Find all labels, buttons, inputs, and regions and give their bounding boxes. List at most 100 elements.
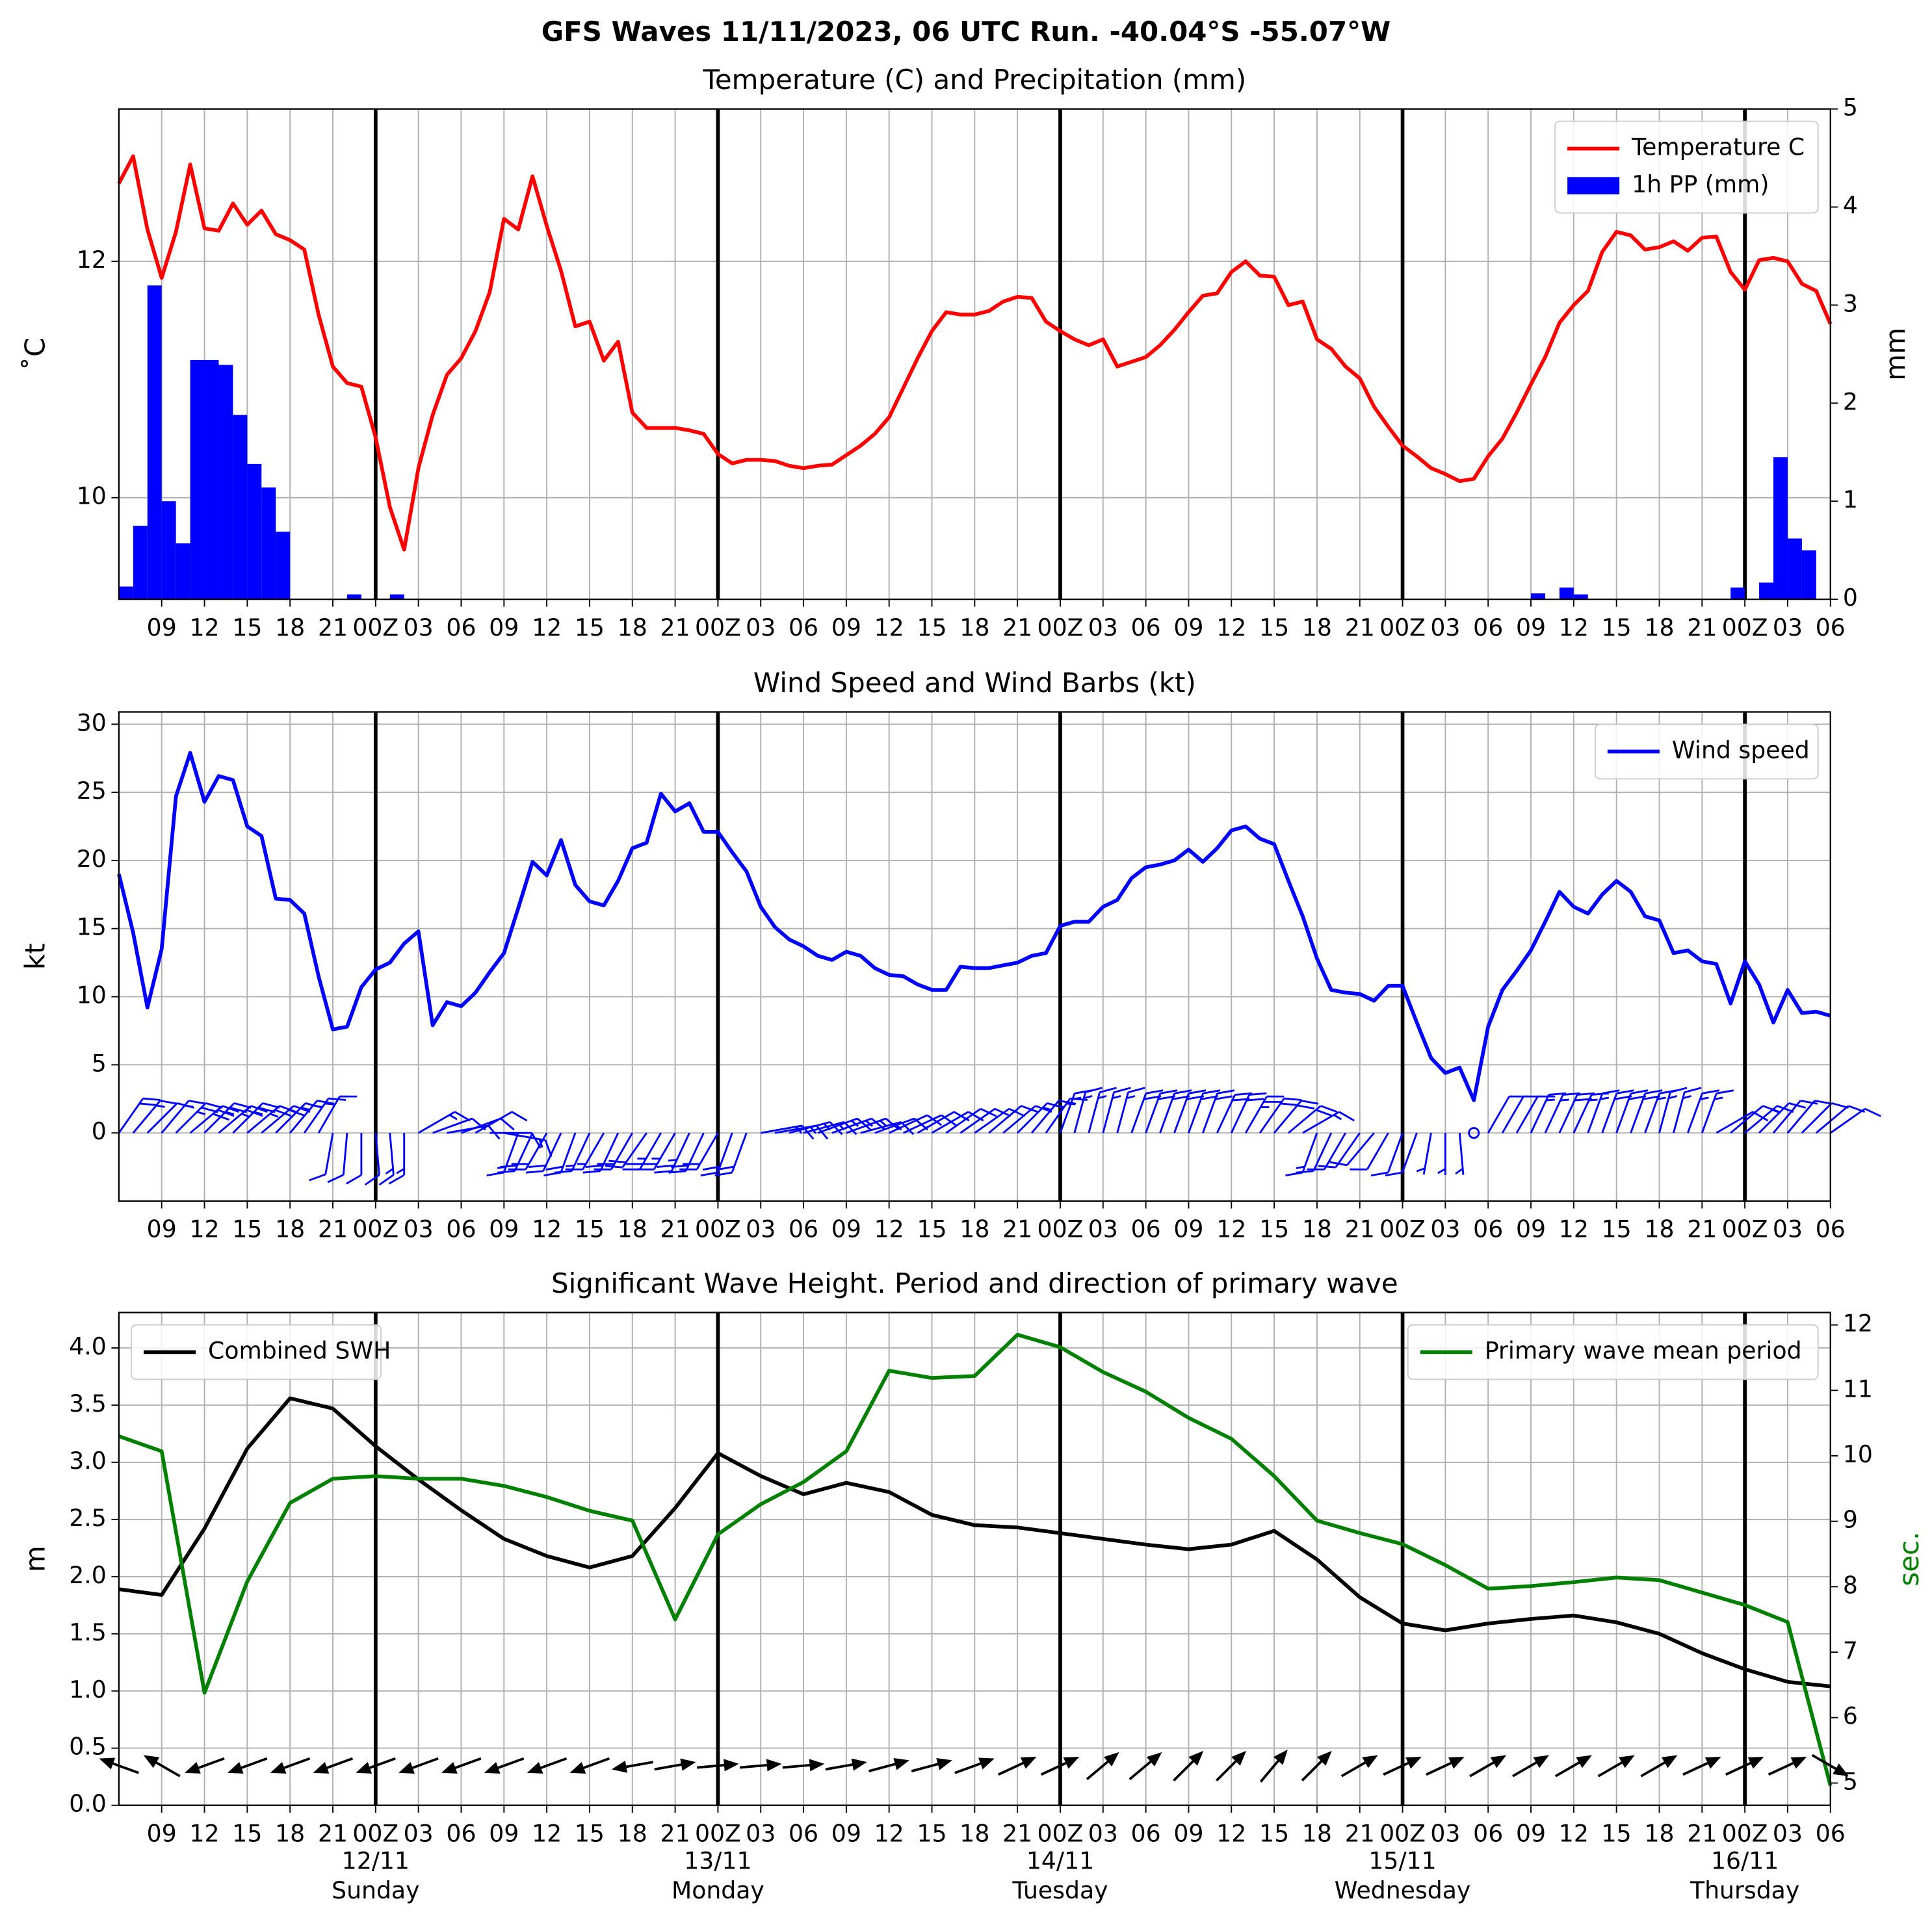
barb-shaft [275, 1102, 307, 1134]
barb-feather [671, 1164, 689, 1168]
barb-shaft [760, 1124, 803, 1134]
arrow-shaft [696, 1763, 729, 1769]
barb-half-feather [1682, 1094, 1692, 1100]
barb-shaft [525, 1132, 548, 1170]
wave-arrow [527, 1757, 568, 1774]
barb-shaft [324, 1132, 334, 1175]
barb-half-feather [850, 1120, 859, 1127]
wind-barb [1244, 1095, 1285, 1133]
arrow-shaft [151, 1759, 181, 1778]
barb-feather [160, 1100, 178, 1105]
barb-shaft [189, 1105, 224, 1134]
x-tick-label: 03 [1773, 1215, 1803, 1243]
day-label: Sunday [332, 1876, 419, 1904]
barb-feather [1630, 1089, 1649, 1094]
bar [389, 594, 404, 600]
arrow-shaft [279, 1757, 311, 1771]
barb-shaft [1630, 1093, 1647, 1133]
barb-shaft [161, 1100, 190, 1134]
x-tick-label: 21 [318, 614, 348, 641]
wind-barb [508, 1132, 548, 1171]
wind-barb [1801, 1102, 1849, 1134]
y2-tick-label: 11 [1843, 1375, 1873, 1403]
x-tick-label: 18 [1302, 614, 1332, 641]
bar [133, 525, 148, 600]
barb-shaft [342, 1133, 348, 1175]
wind-barb [1230, 1092, 1267, 1133]
wind-barb [1102, 1087, 1131, 1133]
barb-shaft [1059, 1093, 1076, 1133]
legend-label: Temperature C [1631, 133, 1805, 161]
legend-label: 1h PP (mm) [1632, 170, 1769, 198]
barb-half-feather [313, 1104, 322, 1108]
x-tick-label: 12 [190, 1819, 220, 1847]
barb-shaft [374, 1133, 380, 1175]
barb-shaft [218, 1105, 252, 1134]
y-axis-label: m [20, 1546, 51, 1572]
barb-feather [1188, 1089, 1207, 1094]
y-tick-label: 2.0 [69, 1561, 107, 1589]
barb-feather [497, 1170, 515, 1174]
arrow-head [1747, 1757, 1764, 1769]
barb-shaft [146, 1102, 178, 1134]
barb-shaft [653, 1132, 676, 1170]
figure-title: GFS Waves 11/11/2023, 06 UTC Run. -40.04… [542, 16, 1391, 47]
legend-box [1594, 723, 1819, 780]
x-tick-label: 18 [618, 1819, 647, 1847]
barb-shaft [1002, 1105, 1036, 1134]
x-tick-label: 03 [1088, 614, 1118, 641]
arrow-shaft [1768, 1759, 1799, 1776]
x-tick-label: 15 [575, 614, 605, 641]
barb-shaft [1288, 1105, 1322, 1134]
arrow-head [1020, 1757, 1037, 1769]
barb-feather [1602, 1089, 1620, 1094]
x-tick-label: 06 [789, 614, 818, 641]
wave-arrow [868, 1758, 909, 1772]
arrow-shaft [236, 1757, 268, 1771]
wind-barb [1302, 1111, 1355, 1134]
arrow-shaft [108, 1761, 139, 1774]
wind-barb [1288, 1105, 1338, 1134]
y-tick-label: 4.0 [69, 1332, 107, 1360]
barb-shaft [289, 1100, 318, 1134]
barb-shaft [261, 1105, 294, 1134]
wave-arrow [611, 1760, 653, 1773]
wind-barb [1259, 1097, 1302, 1133]
barb-shaft [132, 1100, 161, 1134]
barb-shaft [860, 1121, 902, 1134]
barb-feather [1563, 1092, 1581, 1096]
barb-shaft [1601, 1093, 1618, 1133]
barb-feather [454, 1111, 471, 1122]
barb-half-feather [1054, 1104, 1064, 1108]
barb-feather [1249, 1092, 1267, 1096]
bar [1773, 457, 1788, 600]
x-tick-label: 18 [959, 1819, 989, 1847]
wind-barb [1273, 1100, 1319, 1134]
barb-feather [1716, 1089, 1734, 1094]
barb-feather [1160, 1089, 1178, 1094]
bar [204, 359, 219, 600]
bar [1559, 587, 1574, 600]
arrow-shaft [1216, 1757, 1240, 1781]
barb-feather [585, 1164, 603, 1168]
barb-feather [1145, 1089, 1164, 1094]
barb-shaft [1573, 1094, 1593, 1133]
barb-shaft [1658, 1092, 1671, 1133]
wave-arrow [1129, 1752, 1162, 1780]
x-tick-label: 06 [789, 1215, 818, 1243]
barb-shaft [1216, 1094, 1236, 1133]
x-tick-label: 03 [1773, 614, 1803, 641]
x-tick-label: 15 [1602, 1215, 1632, 1243]
barb-feather [856, 1117, 872, 1131]
y-tick-label: 15 [77, 913, 107, 941]
barb-feather [1318, 1165, 1336, 1169]
x-tick-label: 03 [746, 614, 776, 641]
arrow-shaft [1383, 1759, 1413, 1776]
bar [1759, 582, 1774, 600]
y-tick-label: 12 [77, 246, 107, 274]
barb-shaft [621, 1132, 647, 1169]
arrow-shaft [739, 1763, 772, 1769]
y-tick-label: 3.5 [69, 1390, 107, 1418]
